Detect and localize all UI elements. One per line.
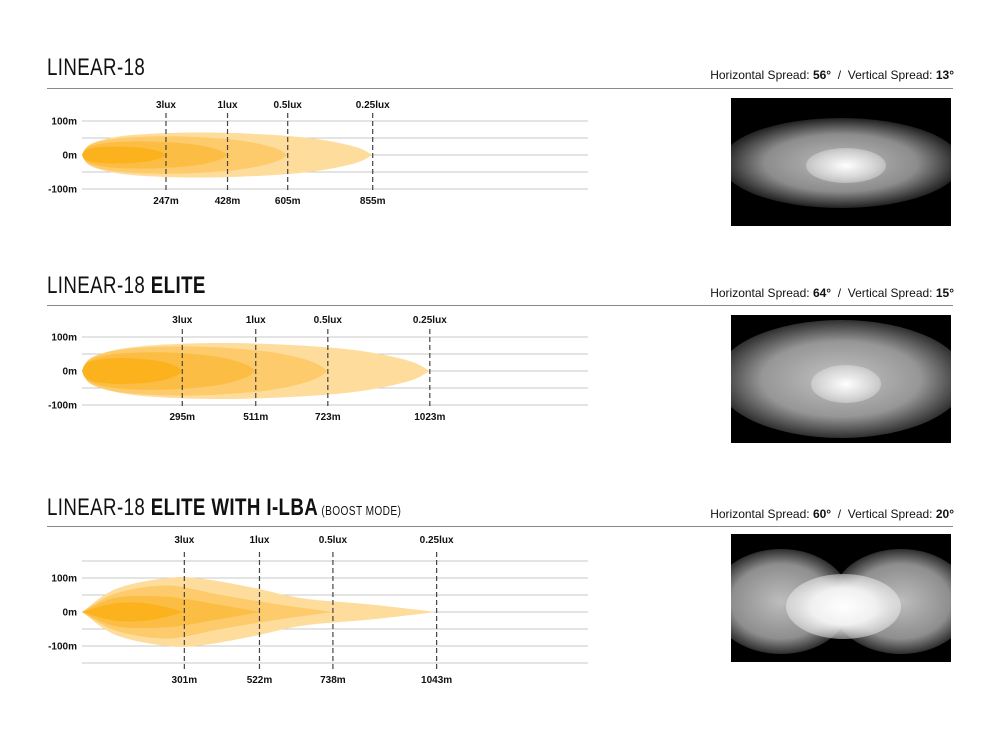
v-spread-label: Vertical Spread: (847, 68, 933, 82)
lux-label: 3lux (172, 315, 192, 326)
beam-contour-3lux (82, 602, 185, 622)
title-bold: ELITE (150, 272, 206, 299)
v-spread-value: 13° (935, 68, 954, 82)
distance-label: 605m (275, 196, 301, 207)
title-main: LINEAR-18 (47, 494, 151, 521)
lux-label: 0.25lux (413, 315, 447, 326)
beam-chart: 100m 0m -100m 0.25lux 855m 0.5lux 605m 1lux 428m… (48, 100, 588, 207)
lux-label: 0.5lux (319, 535, 348, 546)
section-title: LINEAR-18 ELITE (47, 274, 209, 298)
y-tick-label: -100m (48, 642, 77, 653)
y-tick-label: -100m (48, 401, 77, 412)
beam-contour-3lux (82, 358, 183, 384)
title-bold: ELITE WITH I-LBA (150, 494, 319, 521)
h-spread-label: Horizontal Spread: (710, 507, 810, 521)
distance-label: 247m (153, 196, 179, 207)
title-main: LINEAR-18 (47, 54, 146, 81)
lux-label: 0.5lux (314, 315, 343, 326)
beam-chart: 100m 0m -100m 0.25lux 1023m 0.5lux 723m 1lux 511… (48, 315, 588, 423)
beam-chart: 100m 0m -100m 0.25lux 1043m 0.5lux 738m 1lux 522… (48, 535, 588, 686)
spread-info: Horizontal Spread: 56° / Vertical Spread… (710, 68, 954, 82)
lux-label: 0.5lux (274, 100, 303, 111)
separator: / (837, 507, 842, 521)
divider (47, 88, 953, 89)
distance-label: 1043m (421, 675, 452, 686)
divider (47, 526, 953, 527)
distance-label: 511m (243, 412, 268, 423)
spread-info: Horizontal Spread: 60° / Vertical Spread… (710, 507, 954, 521)
beam-photo (731, 534, 951, 662)
distance-label: 1023m (414, 412, 445, 423)
section-title: LINEAR-18 ELITE WITH I-LBA (BOOST MODE) (47, 496, 401, 520)
y-tick-label: -100m (48, 185, 77, 196)
lux-label: 1lux (246, 315, 266, 326)
distance-label: 522m (247, 675, 273, 686)
h-spread-label: Horizontal Spread: (710, 68, 810, 82)
y-tick-label: 0m (63, 151, 78, 162)
distance-label: 428m (215, 196, 241, 207)
distance-label: 738m (320, 675, 346, 686)
lux-label: 1lux (218, 100, 238, 111)
beam-contour-3lux (82, 146, 166, 164)
distance-label: 723m (315, 412, 341, 423)
lux-label: 1lux (249, 535, 269, 546)
lux-label: 3lux (156, 100, 176, 111)
h-spread-value: 64° (812, 286, 832, 300)
y-tick-label: 0m (63, 367, 78, 378)
y-tick-label: 100m (51, 117, 77, 128)
title-main: LINEAR-18 (47, 272, 151, 299)
v-spread-value: 20° (935, 507, 954, 521)
y-tick-label: 0m (63, 608, 78, 619)
lux-label: 0.25lux (356, 100, 390, 111)
distance-label: 295m (170, 412, 196, 423)
distance-label: 301m (172, 675, 198, 686)
h-spread-value: 60° (812, 507, 832, 521)
lux-label: 3lux (174, 535, 194, 546)
beam-photo (731, 315, 951, 443)
lux-label: 0.25lux (420, 535, 454, 546)
spread-info: Horizontal Spread: 64° / Vertical Spread… (710, 286, 954, 300)
separator: / (837, 286, 842, 300)
y-tick-label: 100m (51, 574, 77, 585)
divider (47, 305, 953, 306)
v-spread-value: 15° (935, 286, 954, 300)
v-spread-label: Vertical Spread: (847, 507, 933, 521)
title-sub: (BOOST MODE) (321, 503, 402, 518)
section-title: LINEAR-18 (47, 56, 148, 80)
separator: / (837, 68, 842, 82)
v-spread-label: Vertical Spread: (847, 286, 933, 300)
beam-photo (731, 98, 951, 226)
distance-label: 855m (360, 196, 386, 207)
y-tick-label: 100m (51, 333, 77, 344)
h-spread-value: 56° (812, 68, 832, 82)
h-spread-label: Horizontal Spread: (710, 286, 810, 300)
